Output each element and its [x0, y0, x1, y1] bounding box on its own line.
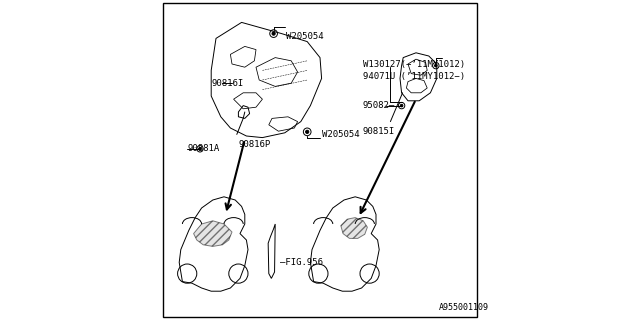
- Circle shape: [306, 130, 309, 133]
- Text: 90815I: 90815I: [362, 127, 395, 136]
- Text: —FIG.956: —FIG.956: [280, 258, 323, 267]
- Text: 90816I: 90816I: [211, 79, 243, 88]
- Text: 95082—: 95082—: [362, 101, 395, 110]
- FancyBboxPatch shape: [163, 3, 477, 317]
- Polygon shape: [193, 221, 232, 246]
- Circle shape: [272, 32, 275, 35]
- Text: W205054: W205054: [322, 130, 359, 139]
- Text: 90816P: 90816P: [239, 140, 271, 148]
- Circle shape: [198, 148, 201, 150]
- Polygon shape: [340, 218, 367, 238]
- Text: W130127(−’11MY1012): W130127(−’11MY1012): [364, 60, 465, 68]
- Text: 94071U (’11MY1012−): 94071U (’11MY1012−): [364, 72, 465, 81]
- Text: A955001109: A955001109: [438, 303, 488, 312]
- Circle shape: [401, 104, 403, 107]
- Text: W205054: W205054: [287, 32, 324, 41]
- Text: 90881A: 90881A: [187, 144, 220, 153]
- Circle shape: [435, 64, 437, 67]
